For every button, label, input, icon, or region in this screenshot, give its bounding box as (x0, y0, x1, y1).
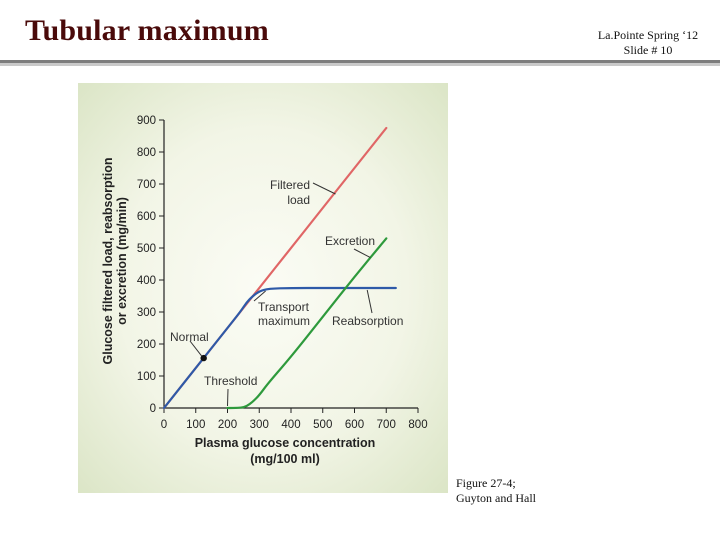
transport-maximum-leader (253, 290, 266, 302)
y-tick-label: 0 (150, 403, 156, 415)
x-tick-label: 0 (161, 419, 167, 431)
reabsorption-line (162, 286, 397, 410)
threshold-leader (227, 388, 229, 407)
transport-maximum-label-line2: maximum (258, 314, 310, 328)
author-term: La.Pointe Spring ‘12 (597, 28, 699, 42)
slide-info: La.Pointe Spring ‘12 Slide # 10 (588, 28, 708, 58)
normal-point (200, 354, 207, 362)
y-tick-label: 400 (137, 275, 156, 287)
slide-number: Slide # 10 (623, 43, 673, 57)
excretion-label: Excretion (325, 234, 375, 248)
transport-maximum-label-line1: Transport (258, 300, 310, 314)
reabsorption-label: Reabsorption (332, 314, 403, 328)
normal-label: Normal (170, 330, 209, 344)
excretion-leader (353, 248, 371, 259)
x-tick-label: 400 (281, 419, 300, 431)
tick-group: 0 100 200 300 400 500 600 700 800 900 0 100 200 300 40… (137, 115, 428, 431)
y-tick-label: 600 (137, 211, 156, 223)
y-tick-label: 100 (137, 371, 156, 383)
axes (163, 120, 418, 409)
slide-title: Tubular maximum (25, 14, 269, 47)
series-group (162, 126, 397, 410)
x-tick-label: 700 (377, 419, 396, 431)
x-tick-label: 100 (186, 419, 205, 431)
x-axis-label-line2: (mg/100 ml) (250, 452, 319, 466)
y-tick-label: 300 (137, 307, 156, 319)
threshold-label: Threshold (204, 374, 257, 388)
excretion-line (226, 237, 388, 410)
x-axis-label-line1: Plasma glucose concentration (195, 436, 376, 450)
figure-caption-line1: Figure 27-4; (456, 476, 516, 490)
reabsorption-leader (366, 289, 373, 314)
y-tick-label: 900 (137, 115, 156, 127)
y-tick-label: 700 (137, 179, 156, 191)
normal-leader (189, 340, 203, 357)
x-tick-label: 500 (313, 419, 332, 431)
glucose-chart: 0 100 200 300 400 500 600 700 800 900 0 100 200 300 40… (101, 115, 428, 466)
y-axis-label-line1: Glucose filtered load, reabsorption (101, 158, 115, 365)
header-rule-shadow (0, 63, 720, 66)
figure-caption: Figure 27-4; Guyton and Hall (456, 476, 536, 506)
figure-caption-line2: Guyton and Hall (456, 491, 536, 505)
filtered-load-label-line1: Filtered (270, 178, 310, 192)
x-tick-label: 200 (218, 419, 237, 431)
y-tick-label: 200 (137, 339, 156, 351)
filtered-load-leader (312, 182, 336, 195)
filtered-load-label-line2: load (287, 193, 310, 207)
figure-panel: 0 100 200 300 400 500 600 700 800 900 0 100 200 300 40… (78, 83, 448, 493)
y-tick-label: 500 (137, 243, 156, 255)
y-tick-label: 800 (137, 147, 156, 159)
header-rule (0, 60, 720, 63)
x-tick-label: 300 (250, 419, 269, 431)
callout-group (189, 182, 373, 407)
x-tick-label: 600 (345, 419, 364, 431)
x-tick-label: 800 (408, 419, 427, 431)
y-axis-label-line2: or excretion (mg/min) (115, 197, 129, 325)
